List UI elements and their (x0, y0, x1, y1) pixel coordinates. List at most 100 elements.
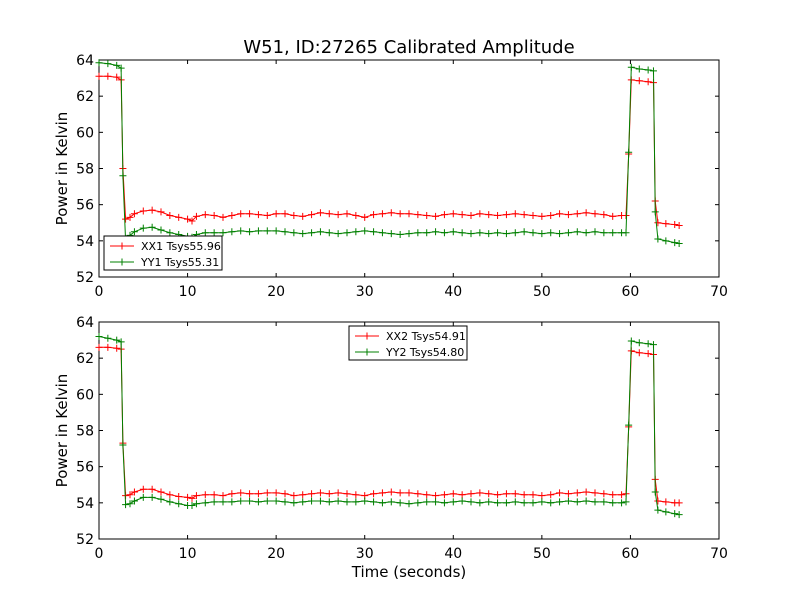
y-tick-label: 64 (76, 53, 94, 69)
data-point (188, 502, 196, 510)
data-point (157, 208, 165, 216)
data-point (325, 229, 333, 237)
data-point (494, 499, 502, 507)
data-point (290, 212, 298, 220)
data-point (370, 498, 378, 506)
x-tick-label: 20 (267, 284, 285, 300)
data-point (511, 498, 519, 506)
data-point (529, 491, 537, 499)
data-point (192, 492, 200, 500)
data-point (547, 491, 555, 499)
data-point (175, 493, 183, 501)
x-tick-label: 0 (95, 284, 104, 300)
data-point (529, 229, 537, 237)
data-point (635, 65, 643, 73)
data-point (609, 212, 617, 220)
data-point (625, 148, 633, 156)
y-tick-label: 62 (76, 351, 94, 367)
data-point (654, 497, 662, 505)
y-tick-label: 60 (76, 125, 94, 141)
data-point (228, 212, 236, 220)
data-point (662, 508, 670, 516)
x-tick-label: 10 (179, 284, 197, 300)
data-point (299, 491, 307, 499)
data-point (237, 489, 245, 497)
data-point (254, 490, 262, 498)
data-point (104, 343, 112, 351)
data-point (126, 213, 134, 221)
data-point (476, 229, 484, 237)
data-point (316, 209, 324, 217)
data-point (157, 488, 165, 496)
data-point (440, 229, 448, 237)
data-point (573, 489, 581, 497)
data-point (246, 497, 254, 505)
data-point (139, 207, 147, 215)
data-point (600, 229, 608, 237)
x-tick-label: 10 (179, 546, 197, 562)
data-point (556, 210, 564, 218)
data-point (272, 489, 280, 497)
x-tick-label: 40 (444, 284, 462, 300)
y-tick-label: 52 (76, 532, 94, 548)
data-point (591, 210, 599, 218)
data-point (458, 491, 466, 499)
data-point (538, 212, 546, 220)
data-point (440, 211, 448, 219)
data-point (423, 212, 431, 220)
data-point (644, 66, 652, 74)
y-axis-label: Power in Kelvin (53, 374, 71, 488)
x-tick-label: 30 (356, 546, 374, 562)
data-point (148, 223, 156, 231)
data-point (556, 489, 564, 497)
data-point (671, 510, 679, 518)
top-axes: 0 10 20 30 40 50 60 70 52 54 56 58 60 62 64 Power in Ke… (53, 53, 728, 300)
data-point (210, 212, 218, 220)
data-point (414, 211, 422, 219)
x-axis-label: Time (seconds) (351, 563, 467, 581)
y-tick-label: 58 (76, 162, 94, 178)
chart-title: W51, ID:27265 Calibrated Amplitude (243, 37, 574, 58)
data-point (644, 350, 652, 358)
data-point (148, 206, 156, 214)
data-point (449, 498, 457, 506)
x-tick-label: 60 (622, 546, 640, 562)
y-tick-label: 60 (76, 387, 94, 403)
data-point (662, 498, 670, 506)
data-point (449, 490, 457, 498)
data-point (210, 229, 218, 237)
data-point (675, 511, 683, 519)
data-point (582, 229, 590, 237)
data-point (414, 229, 422, 237)
data-point (246, 210, 254, 218)
data-point (325, 498, 333, 506)
data-point (188, 217, 196, 225)
data-point (361, 497, 369, 505)
legend-box (103, 235, 223, 271)
data-point (635, 77, 643, 85)
data-point (139, 224, 147, 232)
data-point (188, 494, 196, 502)
data-point (166, 212, 174, 220)
data-point (520, 211, 528, 219)
data-point (378, 499, 386, 507)
data-point (387, 488, 395, 496)
data-point (600, 490, 608, 498)
data-point (228, 228, 236, 236)
data-point (325, 490, 333, 498)
data-point (272, 227, 280, 235)
data-point (573, 210, 581, 218)
data-point (104, 334, 112, 342)
data-point (272, 497, 280, 505)
data-point (591, 228, 599, 236)
data-point (547, 229, 555, 237)
data-point (104, 72, 112, 80)
data-point (564, 211, 572, 219)
data-point (126, 500, 134, 508)
data-point (625, 421, 633, 429)
data-point (281, 210, 289, 218)
data-point (130, 497, 138, 505)
data-point (290, 499, 298, 507)
data-point (644, 78, 652, 86)
data-point (387, 209, 395, 217)
